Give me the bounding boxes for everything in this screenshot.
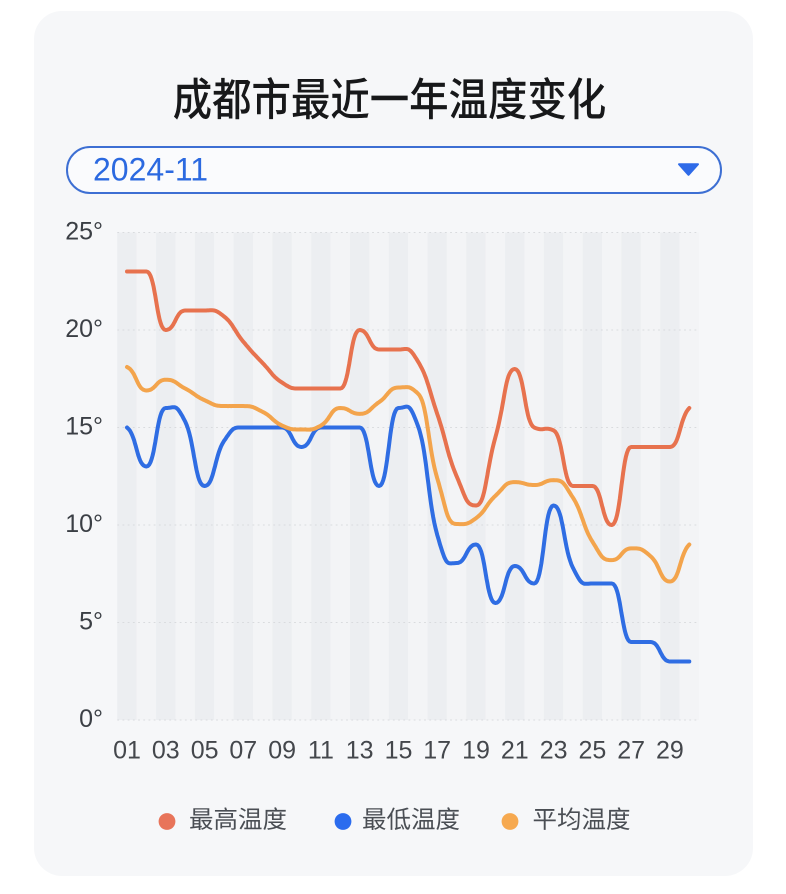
svg-text:11: 11 (308, 737, 334, 765)
svg-text:07: 07 (229, 737, 257, 765)
svg-text:0°: 0° (79, 705, 103, 733)
svg-text:15: 15 (385, 737, 413, 765)
svg-text:23: 23 (540, 737, 568, 765)
svg-text:13: 13 (346, 737, 374, 765)
svg-text:03: 03 (152, 737, 180, 765)
svg-text:19: 19 (462, 737, 490, 765)
svg-text:01: 01 (113, 737, 141, 765)
svg-text:10°: 10° (65, 510, 103, 538)
svg-text:15°: 15° (65, 413, 103, 441)
svg-text:20°: 20° (65, 315, 103, 343)
svg-text:21: 21 (501, 737, 529, 765)
svg-text:5°: 5° (79, 608, 103, 636)
svg-text:25°: 25° (65, 218, 103, 246)
svg-text:05: 05 (191, 737, 219, 765)
svg-text:25: 25 (578, 737, 606, 765)
svg-text:2024-11: 2024-11 (93, 152, 208, 188)
svg-text:27: 27 (617, 737, 645, 765)
svg-text:17: 17 (423, 737, 451, 765)
svg-text:09: 09 (268, 737, 296, 765)
svg-text:29: 29 (656, 737, 684, 765)
